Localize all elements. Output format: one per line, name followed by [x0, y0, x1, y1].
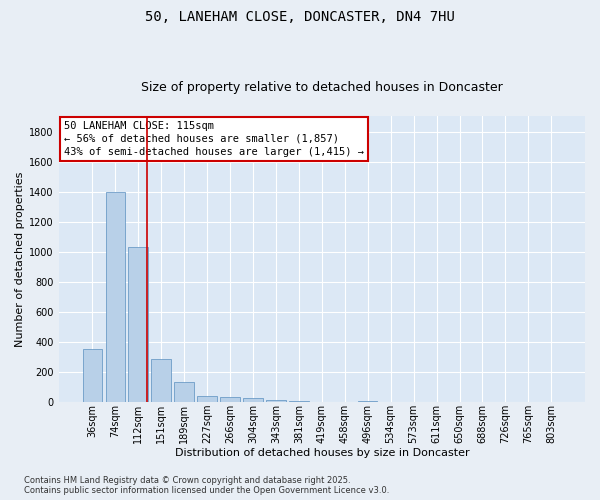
Bar: [106, 192, 125, 402]
Text: 50 LANEHAM CLOSE: 115sqm
← 56% of detached houses are smaller (1,857)
43% of sem: 50 LANEHAM CLOSE: 115sqm ← 56% of detach…: [64, 121, 364, 157]
Bar: [128, 248, 148, 402]
Y-axis label: Number of detached properties: Number of detached properties: [15, 172, 25, 347]
Text: Contains HM Land Registry data © Crown copyright and database right 2025.
Contai: Contains HM Land Registry data © Crown c…: [24, 476, 389, 495]
Bar: [151, 359, 171, 403]
Text: 50, LANEHAM CLOSE, DONCASTER, DN4 7HU: 50, LANEHAM CLOSE, DONCASTER, DN4 7HU: [145, 10, 455, 24]
Bar: [83, 348, 102, 403]
Bar: [175, 382, 194, 402]
Bar: [243, 398, 263, 402]
Bar: [197, 396, 217, 402]
X-axis label: Distribution of detached houses by size in Doncaster: Distribution of detached houses by size …: [175, 448, 469, 458]
Bar: [266, 400, 286, 402]
Bar: [289, 401, 308, 402]
Bar: [220, 397, 240, 402]
Title: Size of property relative to detached houses in Doncaster: Size of property relative to detached ho…: [141, 82, 503, 94]
